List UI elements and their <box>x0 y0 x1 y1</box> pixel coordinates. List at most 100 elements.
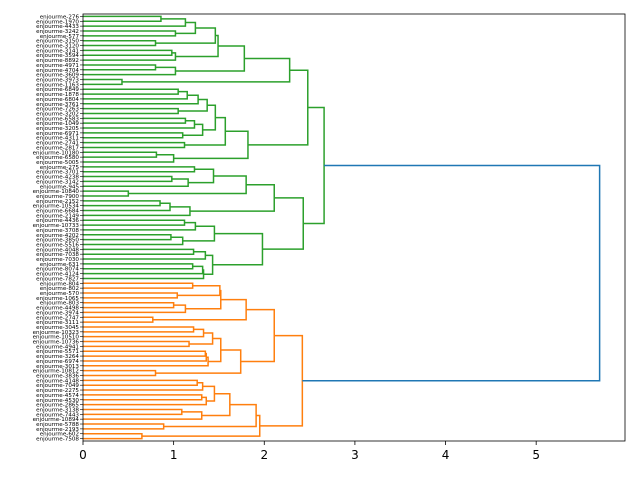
leaf-label: enjourme-7900 <box>36 194 79 200</box>
leaf-label: enjourme-7030 <box>36 257 79 263</box>
leaf-label: enjourme-3120 <box>36 44 79 50</box>
leaf-label: enjourme-8892 <box>36 58 79 64</box>
x-tick-label: 5 <box>532 448 540 462</box>
leaf-label: enjourme-2741 <box>36 141 79 147</box>
leaf-label: enjourme-1163 <box>36 82 79 88</box>
leaf-label: enjourme-3609 <box>36 73 79 79</box>
leaf-label: enjourme-7508 <box>36 437 79 443</box>
leaf-label: enjourme-5516 <box>36 242 79 248</box>
leaf-label: enjourme-2865 <box>36 403 79 409</box>
leaf-label: enjourme-4498 <box>36 306 79 312</box>
x-tick-label: 3 <box>351 448 359 462</box>
leaf-label: enjourme-2817 <box>36 145 79 151</box>
dendrogram-root-link <box>302 164 601 382</box>
leaf-label: enjourme-10894 <box>33 417 80 423</box>
leaf-label: enjourme-6974 <box>36 359 79 365</box>
leaf-label: enjourme-4941 <box>36 344 79 350</box>
leaf-label: enjourme-6580 <box>36 155 79 161</box>
dendrogram-links <box>83 15 601 440</box>
leaf-label: enjourme-3138 <box>36 407 79 413</box>
leaf-label: enjourme-3013 <box>36 364 79 370</box>
leaf-label: enjourme-3974 <box>36 310 79 316</box>
plot-frame <box>82 13 626 442</box>
leaf-label: enjourme-602 <box>40 432 79 438</box>
leaf-label: enjourme-6684 <box>36 209 79 215</box>
leaf-label: enjourme-4311 <box>36 136 79 142</box>
leaf-label: enjourme-7263 <box>36 107 79 113</box>
leaf-label: enjourme-4238 <box>36 175 79 181</box>
leaf-label: enjourme-10733 <box>33 223 80 229</box>
leaf-label: enjourme-4530 <box>36 398 79 404</box>
leaf-label: enjourme-10840 <box>33 189 80 195</box>
leaf-label: enjourme-2747 <box>36 315 79 321</box>
leaf-label: enjourme-3205 <box>36 126 79 132</box>
leaf-label: enjourme-276 <box>40 14 80 20</box>
leaf-label: enjourme-10510 <box>33 335 80 341</box>
x-axis: 0 1 2 3 4 5 <box>79 441 540 462</box>
leaf-label: enjourme-4436 <box>36 218 79 224</box>
leaf-label: enjourme-6971 <box>36 131 79 137</box>
leaf-labels: enjourme-276enjourme-1970enjourme-4433en… <box>33 14 83 443</box>
leaf-label: enjourme-631 <box>40 262 80 268</box>
leaf-label: enjourme-3242 <box>36 29 79 35</box>
leaf-label: enjourme-4433 <box>36 24 79 30</box>
leaf-label: enjourme-803 <box>40 301 80 307</box>
leaf-label: enjourme-3111 <box>36 320 79 326</box>
leaf-label: enjourme-10180 <box>33 150 80 156</box>
leaf-label: enjourme-6583 <box>36 116 79 122</box>
leaf-label: enjourme-10736 <box>33 340 80 346</box>
leaf-label: enjourme-4202 <box>36 233 79 239</box>
leaf-label: enjourme-5571 <box>36 349 79 355</box>
leaf-label: enjourme-1065 <box>36 296 79 302</box>
leaf-label: enjourme-3594 <box>36 53 79 59</box>
leaf-label: enjourme-7049 <box>36 383 79 389</box>
leaf-label: enjourme-2152 <box>36 199 79 205</box>
x-tick-label: 0 <box>79 448 87 462</box>
leaf-label: enjourme-4704 <box>36 68 79 74</box>
leaf-label: enjourme-275 <box>40 165 80 171</box>
leaf-label: enjourme-3141 <box>36 48 79 54</box>
leaf-label: enjourme-1049 <box>36 121 79 127</box>
x-tick-label: 4 <box>442 448 450 462</box>
leaf-label: enjourme-3850 <box>36 238 79 244</box>
leaf-label: enjourme-7443 <box>36 412 79 418</box>
leaf-label: enjourme-8074 <box>36 267 79 273</box>
plot-background <box>83 14 625 441</box>
leaf-label: enjourme-7038 <box>36 252 79 258</box>
leaf-label: enjourme-4148 <box>36 378 79 384</box>
leaf-label: enjourme-577 <box>40 34 80 40</box>
x-tick-label: 1 <box>170 448 178 462</box>
leaf-label: enjourme-4574 <box>36 393 79 399</box>
leaf-label: enjourme-10812 <box>33 369 79 375</box>
leaf-label: enjourme-4048 <box>36 247 79 253</box>
leaf-label: enjourme-4971 <box>36 63 79 69</box>
leaf-label: enjourme-804 <box>40 281 80 287</box>
leaf-label: enjourme-2275 <box>36 388 79 394</box>
leaf-label: enjourme-3708 <box>36 228 79 234</box>
leaf-label: enjourme-3761 <box>36 102 79 108</box>
leaf-label: enjourme-3973 <box>36 78 79 84</box>
leaf-label: enjourme-5788 <box>36 422 79 428</box>
leaf-label: enjourme-3142 <box>36 179 79 185</box>
leaf-label: enjourme-6849 <box>36 87 79 93</box>
leaf-label: enjourme-1970 <box>36 19 79 25</box>
leaf-label: enjourme-570 <box>40 291 80 297</box>
leaf-label: enjourme-3701 <box>36 170 79 176</box>
leaf-label: enjourme-6804 <box>36 97 79 103</box>
leaf-label: enjourme-2193 <box>36 427 79 433</box>
leaf-label: enjourme-802 <box>40 286 79 292</box>
x-tick-label: 2 <box>260 448 268 462</box>
leaf-label: enjourme-945 <box>40 184 80 190</box>
leaf-label: enjourme-3045 <box>36 325 79 331</box>
leaf-label: enjourme-3202 <box>36 111 79 117</box>
leaf-label: enjourme-10534 <box>33 204 80 210</box>
leaf-label: enjourme-3264 <box>36 354 79 360</box>
leaf-label: enjourme-7827 <box>36 276 79 282</box>
leaf-label: enjourme-3836 <box>36 373 79 379</box>
leaf-label: enjourme-1878 <box>36 92 79 98</box>
leaf-label: enjourme-3150 <box>36 39 79 45</box>
leaf-label: enjourme-2149 <box>36 213 79 219</box>
leaf-label: enjourme-10323 <box>33 330 80 336</box>
leaf-label: enjourme-4124 <box>36 272 79 278</box>
